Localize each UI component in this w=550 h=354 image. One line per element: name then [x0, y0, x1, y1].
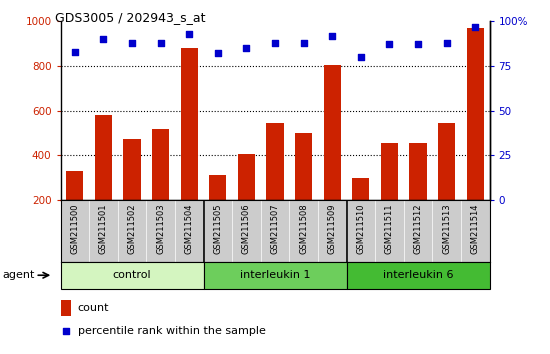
Text: GDS3005 / 202943_s_at: GDS3005 / 202943_s_at	[55, 11, 206, 24]
Text: GSM211501: GSM211501	[99, 203, 108, 253]
Bar	[60, 262, 204, 289]
Text: GSM211504: GSM211504	[185, 203, 194, 253]
Point	[471, 24, 480, 29]
Bar	[204, 262, 346, 289]
Text: GSM211503: GSM211503	[156, 203, 165, 254]
Bar	[209, 176, 227, 245]
Text: GSM211507: GSM211507	[271, 203, 279, 254]
Bar	[266, 123, 284, 245]
Text: GSM211509: GSM211509	[328, 203, 337, 253]
Bar	[95, 115, 112, 245]
Point	[356, 54, 365, 60]
Point	[299, 40, 308, 46]
Text: GSM211505: GSM211505	[213, 203, 222, 253]
Text: percentile rank within the sample: percentile rank within the sample	[78, 326, 266, 337]
Bar	[123, 138, 141, 245]
Text: GSM211511: GSM211511	[385, 203, 394, 253]
Point	[385, 42, 394, 47]
Bar	[381, 143, 398, 245]
Text: GSM211513: GSM211513	[442, 203, 451, 254]
Text: GSM211510: GSM211510	[356, 203, 365, 253]
Point	[328, 33, 337, 38]
Text: GSM211514: GSM211514	[471, 203, 480, 253]
Bar	[438, 123, 455, 245]
Bar	[60, 300, 71, 316]
Text: count: count	[78, 303, 109, 314]
Point	[156, 40, 165, 46]
Bar	[466, 28, 484, 245]
Point	[99, 36, 108, 42]
Bar	[323, 65, 341, 245]
Bar	[346, 262, 490, 289]
Text: control: control	[113, 270, 151, 280]
Text: GSM211512: GSM211512	[414, 203, 422, 253]
Text: GSM211506: GSM211506	[242, 203, 251, 254]
Bar	[152, 129, 169, 245]
Point	[442, 40, 451, 46]
Text: agent: agent	[3, 270, 35, 280]
Point	[128, 40, 136, 46]
Bar	[238, 154, 255, 245]
Bar	[352, 178, 370, 245]
Point	[271, 40, 279, 46]
Bar	[409, 143, 427, 245]
Text: GSM211508: GSM211508	[299, 203, 308, 254]
Point	[62, 329, 70, 334]
Bar	[180, 48, 198, 245]
Point	[242, 45, 251, 51]
Text: GSM211502: GSM211502	[128, 203, 136, 253]
Text: GSM211500: GSM211500	[70, 203, 79, 253]
Bar	[295, 133, 312, 245]
Point	[213, 51, 222, 56]
Point	[185, 31, 194, 36]
Text: interleukin 6: interleukin 6	[383, 270, 453, 280]
Point	[70, 49, 79, 55]
Text: interleukin 1: interleukin 1	[240, 270, 310, 280]
Point	[414, 42, 422, 47]
Bar	[66, 171, 84, 245]
